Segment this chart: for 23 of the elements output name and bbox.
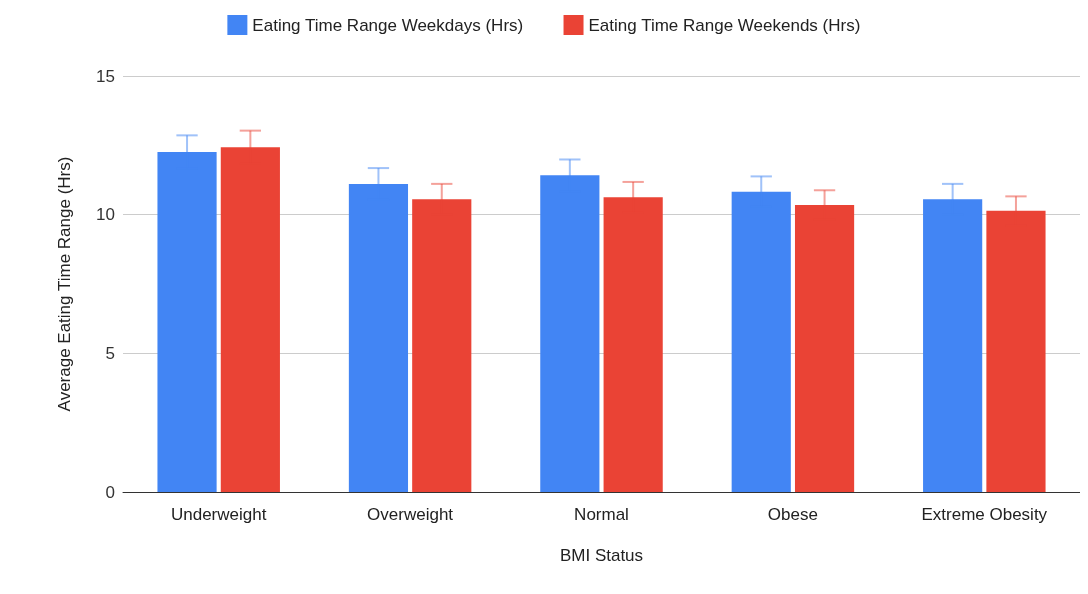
y-axis-title: Average Eating Time Range (Hrs) bbox=[55, 156, 74, 412]
bar bbox=[220, 147, 280, 492]
legend-label: Eating Time Range Weekdays (Hrs) bbox=[252, 15, 524, 35]
bar bbox=[731, 191, 791, 492]
y-tick-label: 5 bbox=[105, 343, 115, 363]
bar bbox=[157, 151, 217, 492]
y-tick-label: 15 bbox=[96, 66, 115, 86]
bar bbox=[603, 197, 663, 492]
x-tick-label: Normal bbox=[574, 505, 629, 524]
bar bbox=[923, 199, 983, 492]
x-axis-title: BMI Status bbox=[559, 546, 644, 565]
bar bbox=[986, 210, 1046, 492]
y-tick-label: 0 bbox=[105, 482, 115, 502]
bar bbox=[540, 175, 600, 492]
bar bbox=[348, 183, 409, 492]
x-tick-label: Extreme Obesity bbox=[921, 505, 1048, 524]
bar bbox=[412, 199, 472, 492]
bar bbox=[794, 204, 855, 492]
x-tick-label: Obese bbox=[767, 505, 818, 524]
x-tick-label: Overweight bbox=[367, 505, 454, 524]
y-tick-label: 10 bbox=[96, 205, 115, 225]
x-tick-label: Underweight bbox=[170, 505, 267, 524]
legend-label: Eating Time Range Weekends (Hrs) bbox=[588, 15, 861, 35]
